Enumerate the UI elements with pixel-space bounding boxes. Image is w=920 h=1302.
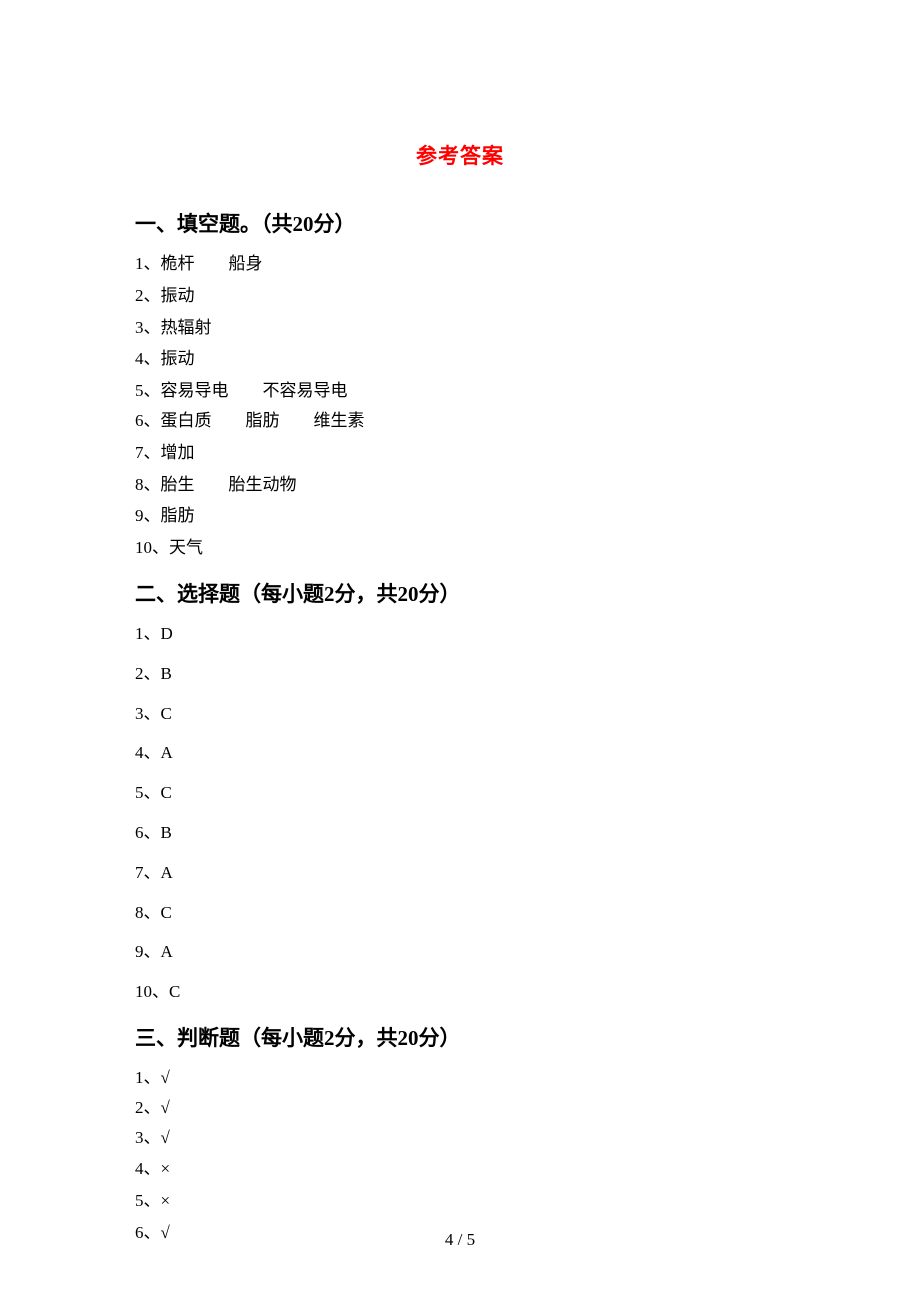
section2-answer: 1、D bbox=[135, 622, 785, 646]
section2-answer: 9、A bbox=[135, 940, 785, 964]
document-title: 参考答案 bbox=[135, 140, 785, 170]
section3-answer: 5、× bbox=[135, 1189, 785, 1213]
section2-answer: 2、B bbox=[135, 662, 785, 686]
section1-header: 一、填空题。（共20分） bbox=[135, 208, 785, 238]
section2-answer: 4、A bbox=[135, 741, 785, 765]
section2-answer: 3、C bbox=[135, 702, 785, 726]
section1-answer: 3、热辐射 bbox=[135, 316, 785, 340]
section3-answer: 2、√ bbox=[135, 1096, 785, 1120]
section3-answer: 4、× bbox=[135, 1157, 785, 1181]
section1-answer: 1、桅杆 船身 bbox=[135, 252, 785, 276]
section1-answer: 4、振动 bbox=[135, 347, 785, 371]
page-number: 4 / 5 bbox=[0, 1230, 920, 1250]
section2-answer: 5、C bbox=[135, 781, 785, 805]
section2-answer: 7、A bbox=[135, 861, 785, 885]
section1-answer: 6、蛋白质 脂肪 维生素 bbox=[135, 409, 785, 433]
section2-answer: 8、C bbox=[135, 901, 785, 925]
section1-answer: 5、容易导电 不容易导电 bbox=[135, 379, 785, 403]
section3-answer: 3、√ bbox=[135, 1126, 785, 1150]
section1-answer: 10、天气 bbox=[135, 536, 785, 560]
section1-answer: 7、增加 bbox=[135, 441, 785, 465]
section2-header: 二、选择题（每小题2分，共20分） bbox=[135, 578, 785, 608]
section1-answer: 9、脂肪 bbox=[135, 504, 785, 528]
section3-header: 三、判断题（每小题2分，共20分） bbox=[135, 1022, 785, 1052]
section1-answer: 8、胎生 胎生动物 bbox=[135, 473, 785, 497]
section2-answer: 10、C bbox=[135, 980, 785, 1004]
section2-answer: 6、B bbox=[135, 821, 785, 845]
section3-answer: 1、√ bbox=[135, 1066, 785, 1090]
section1-answer: 2、振动 bbox=[135, 284, 785, 308]
